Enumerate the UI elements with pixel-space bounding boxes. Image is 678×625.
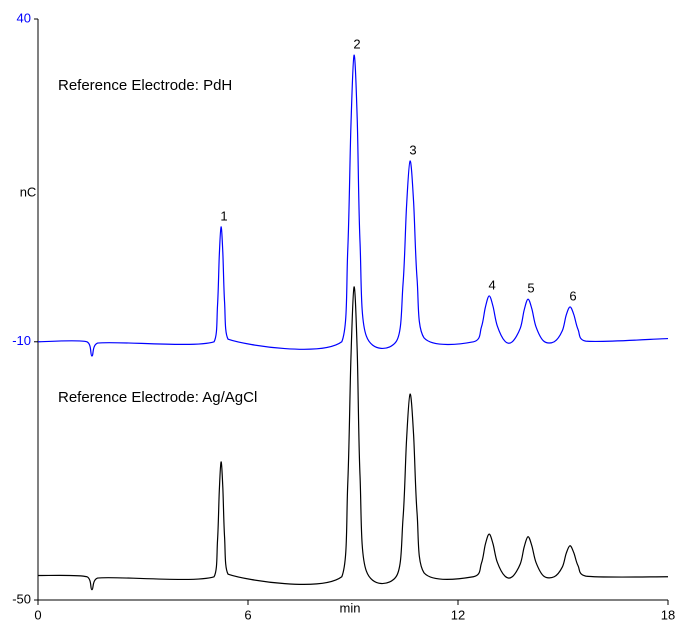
peak-label: 3	[409, 142, 416, 157]
y-tick-label: -10	[12, 333, 31, 348]
peak-label: 4	[489, 277, 496, 292]
series-label: Reference Electrode: Ag/AgCl	[58, 389, 257, 406]
y-tick-label: 40	[17, 10, 31, 25]
x-tick-label: 0	[34, 607, 41, 622]
peak-label: 6	[569, 288, 576, 303]
y-tick-label: -50	[12, 591, 31, 606]
series-line	[37, 54, 669, 357]
peak-label: 1	[220, 208, 227, 223]
x-tick-label: 18	[661, 607, 675, 622]
y-axis-label: nC	[20, 184, 37, 199]
peak-label: 2	[353, 37, 360, 52]
x-tick-label: 6	[244, 607, 251, 622]
series-label: Reference Electrode: PdH	[58, 77, 232, 94]
x-axis-label: min	[340, 600, 361, 615]
series-line	[37, 286, 669, 591]
peak-label: 5	[527, 281, 534, 296]
x-tick-label: 12	[451, 607, 465, 622]
